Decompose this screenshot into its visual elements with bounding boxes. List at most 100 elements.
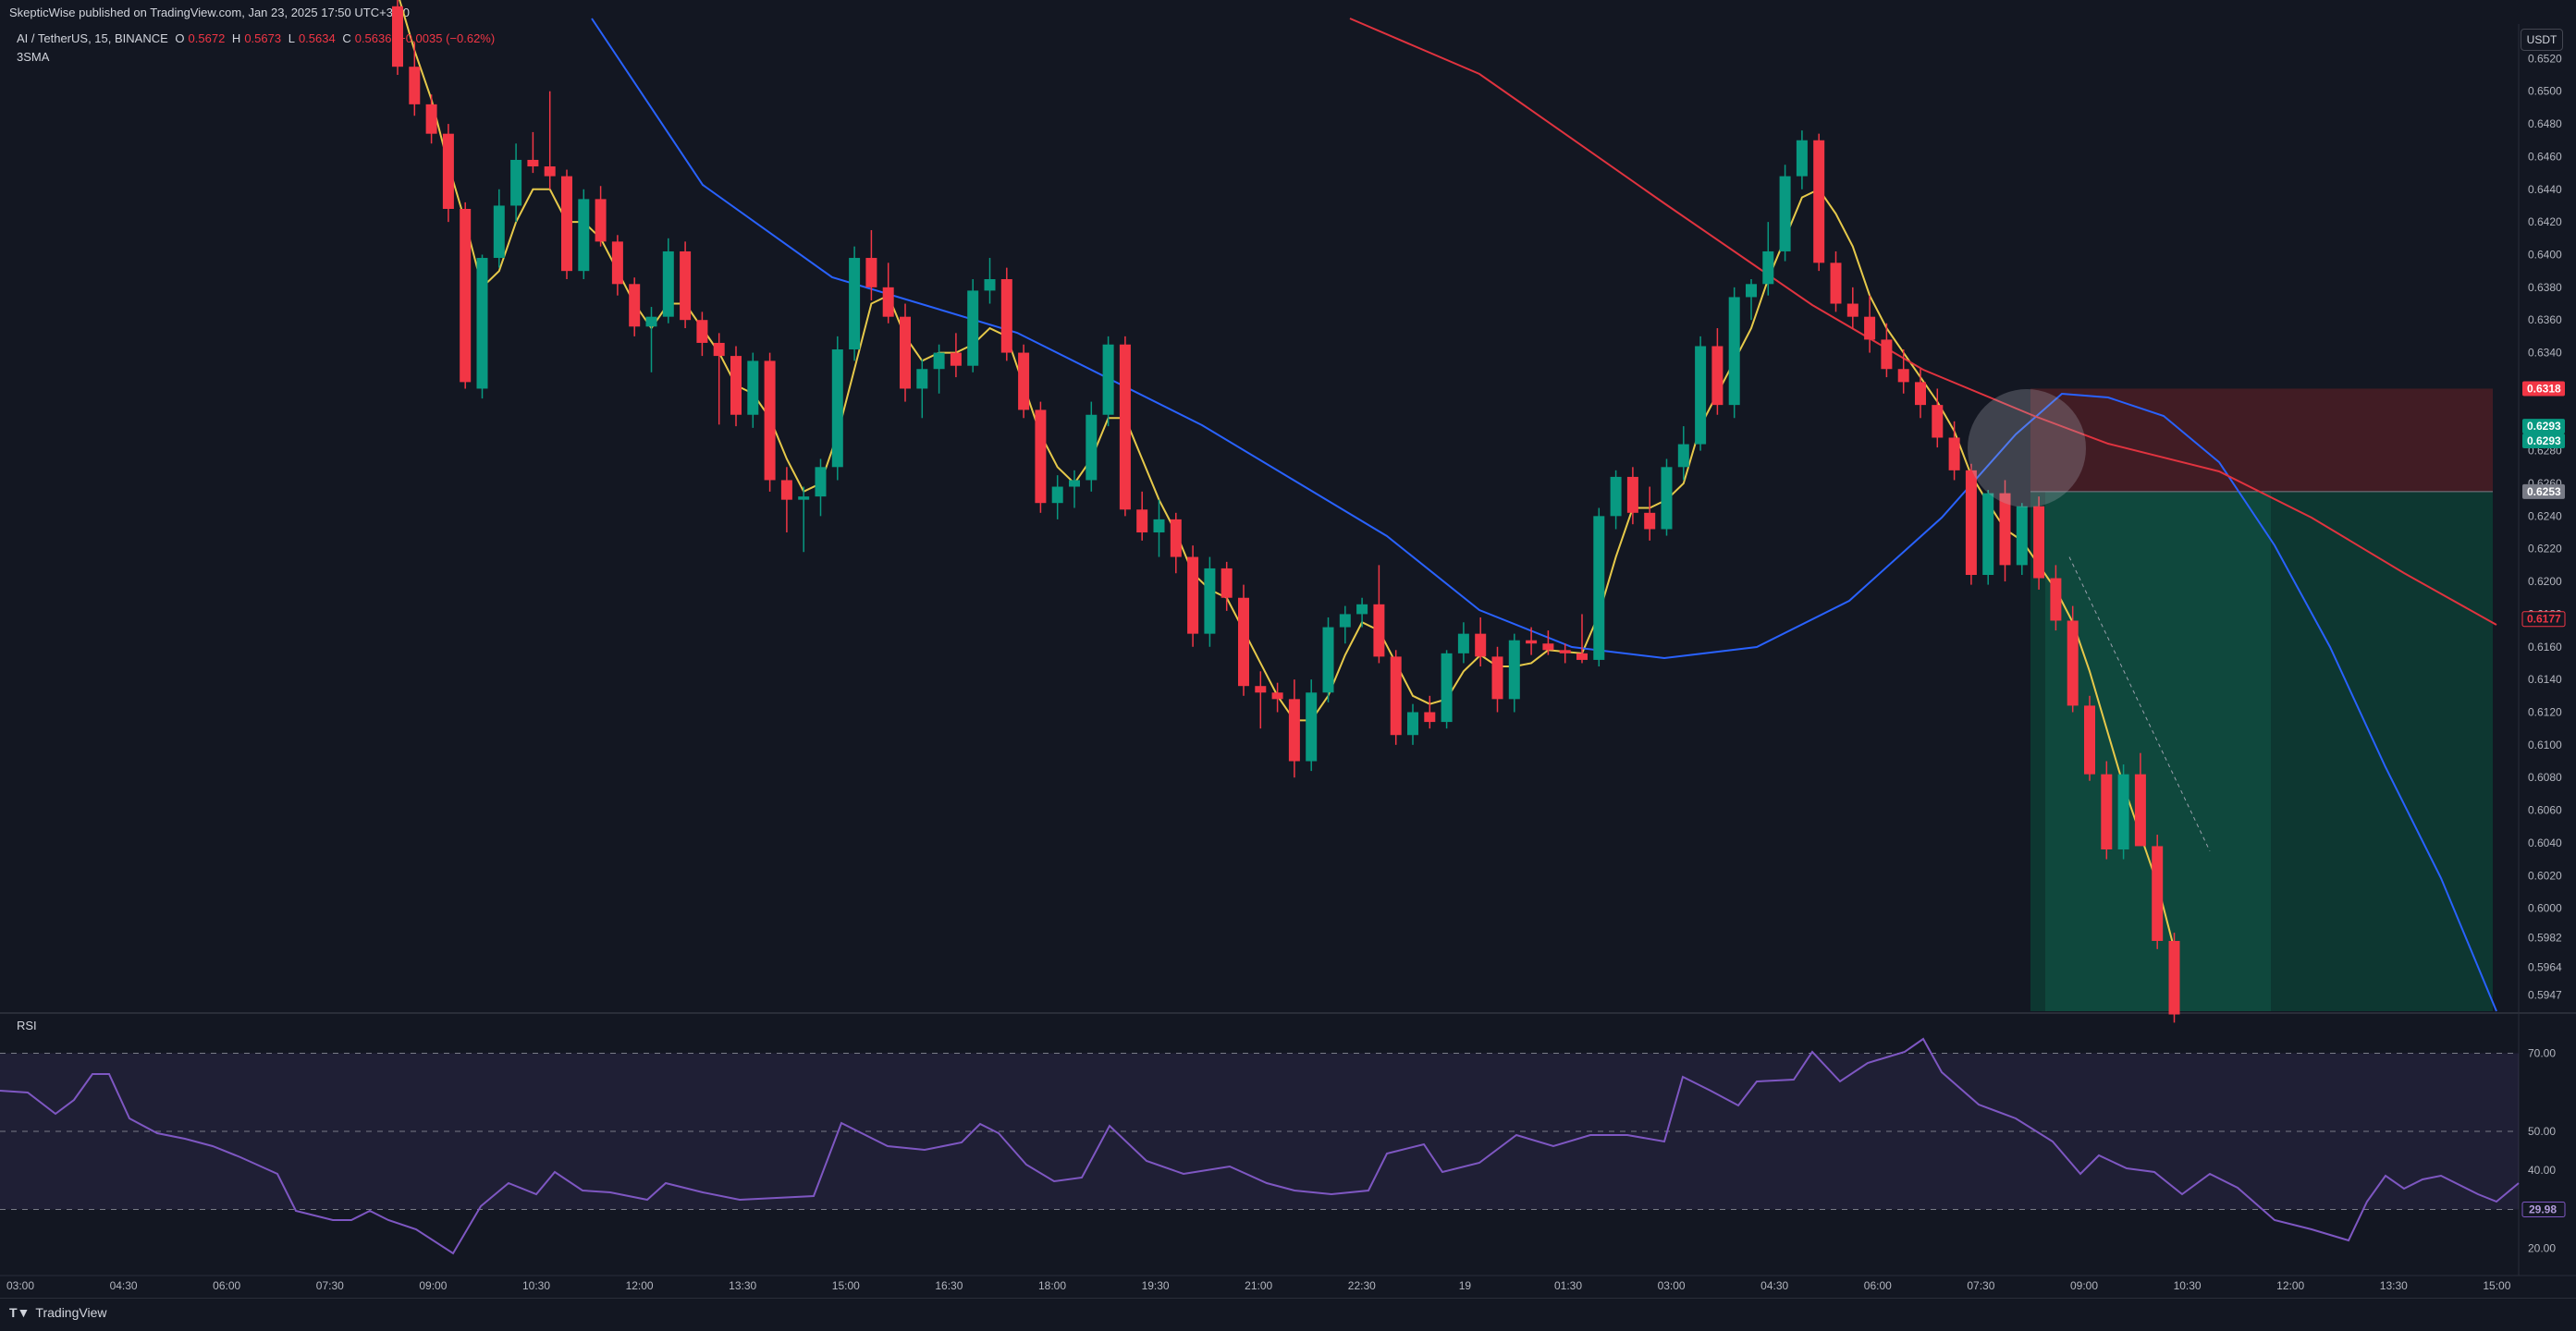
candle	[2084, 695, 2095, 781]
legend-close-label: C	[342, 31, 351, 45]
legend-indicator-name[interactable]: 3SMA	[17, 50, 50, 64]
candle-body	[967, 290, 979, 366]
candle	[1932, 388, 1944, 448]
candle	[1796, 130, 1808, 189]
stop-loss-zone	[2030, 388, 2493, 492]
candle	[2134, 752, 2146, 847]
price-tag-bg	[2522, 381, 2565, 397]
candle	[1897, 349, 1909, 394]
candle-body	[1982, 493, 1994, 575]
price-tick-label: 0.6120	[2528, 705, 2562, 718]
price-tick-label: 0.6480	[2528, 117, 2562, 130]
candle	[1390, 650, 1402, 745]
candle-body	[1626, 476, 1638, 513]
candle	[442, 124, 454, 223]
candle	[1746, 279, 1757, 321]
candle-body	[916, 369, 928, 389]
rsi-pane: 70.00 50.00 40.00 20.00 29.98	[0, 1037, 2566, 1255]
candle	[425, 94, 437, 144]
candle-body	[2101, 774, 2113, 849]
price-tick-label: 0.6360	[2528, 313, 2562, 326]
candle-body	[1542, 643, 1554, 651]
price-tick-label: 0.6440	[2528, 183, 2562, 196]
rsi-pane-label[interactable]: RSI	[17, 1019, 37, 1032]
candle	[1948, 421, 1960, 481]
candle-body	[1491, 656, 1503, 700]
candle	[409, 42, 421, 116]
candle	[1915, 369, 1926, 419]
price-tag: 0.6293	[2522, 433, 2565, 449]
candle	[713, 333, 725, 425]
price-tag: 0.6177	[2521, 611, 2566, 628]
time-tick-label: 13:30	[729, 1279, 756, 1292]
candle	[680, 241, 692, 329]
candle-body	[662, 250, 674, 317]
candle-body	[2033, 506, 2045, 579]
candle	[460, 201, 472, 389]
candle-body	[561, 176, 572, 272]
candle	[1982, 490, 1994, 585]
candle-body	[1255, 686, 1267, 693]
candle-body	[1271, 692, 1283, 700]
candle-body	[1373, 604, 1385, 657]
candle	[629, 277, 641, 336]
currency-selector[interactable]: USDT	[2521, 29, 2563, 51]
candle	[831, 336, 843, 481]
time-tick-label: 03:00	[1658, 1279, 1686, 1292]
candle	[1846, 287, 1858, 329]
candle	[1881, 323, 1893, 378]
candle	[1204, 556, 1216, 647]
time-tick-label: 07:30	[1967, 1279, 1994, 1292]
time-axis: 03:00 04:30 06:00 07:30 09:00 10:30 12:00 13:30…	[6, 1279, 2511, 1292]
candle	[849, 246, 861, 361]
candle-body	[950, 352, 962, 366]
candle	[611, 235, 623, 296]
candle-body	[1000, 279, 1012, 353]
candle-body	[1526, 640, 1538, 644]
chart-overlay	[1968, 389, 2086, 507]
sma-fast-line	[399, 0, 2176, 950]
candle-body	[1136, 509, 1148, 533]
price-tag-bg	[2522, 433, 2565, 449]
candle-body	[730, 356, 742, 415]
legend-ohlc-row: AI / TetherUS, 15, BINANCE O 0.5672 H 0.56…	[17, 30, 498, 48]
legend-symbol[interactable]: AI / TetherUS, 15, BINANCE	[17, 31, 168, 45]
candle	[392, 0, 403, 76]
candle	[950, 333, 962, 378]
candle-body	[1035, 409, 1047, 504]
candle-body	[1559, 650, 1571, 653]
time-tick-label: 16:30	[935, 1279, 963, 1292]
candle	[1018, 344, 1030, 419]
candle	[900, 303, 911, 402]
candle	[696, 311, 708, 357]
candle-body	[1711, 346, 1723, 406]
publisher-bar: SkepticWise published on TradingView.com…	[0, 0, 2576, 24]
candle-body	[409, 67, 421, 104]
candle	[1271, 682, 1283, 713]
candle	[798, 486, 810, 553]
price-tick-label: 0.6200	[2528, 575, 2562, 588]
tradingview-brand[interactable]: T▼ TradingView	[9, 1305, 106, 1320]
time-tick-label: 06:00	[1864, 1279, 1892, 1292]
candle-body	[1762, 250, 1774, 285]
candle	[1288, 679, 1300, 778]
legend-change-value: −0.0035 (−0.62%)	[399, 31, 496, 45]
time-tick-label: 19	[1459, 1279, 1472, 1292]
candle	[1221, 561, 1233, 611]
brand-label: TradingView	[35, 1305, 107, 1320]
chart-canvas[interactable]: 0.6520 0.6500 0.6480 0.6460 0.6440 0.6420 0.64…	[0, 0, 2576, 1298]
candle-body	[1864, 316, 1876, 340]
candle-body	[578, 199, 590, 272]
price-axis: 0.6520 0.6500 0.6480 0.6460 0.6440 0.6420 0.64…	[2521, 52, 2566, 1001]
candle-body	[1119, 344, 1131, 510]
price-tick-label: 0.6520	[2528, 52, 2562, 65]
time-tick-label: 22:30	[1348, 1279, 1376, 1292]
legend-high-label: H	[231, 31, 241, 45]
trade-path-line	[2068, 556, 2211, 851]
candle-body	[849, 258, 861, 350]
time-tick-label: 12:00	[626, 1279, 654, 1292]
candle-body	[1306, 692, 1318, 762]
candle	[815, 458, 827, 517]
legend-low-value: 0.5634	[298, 31, 336, 45]
legend-indicator-row: 3SMA	[17, 48, 498, 67]
